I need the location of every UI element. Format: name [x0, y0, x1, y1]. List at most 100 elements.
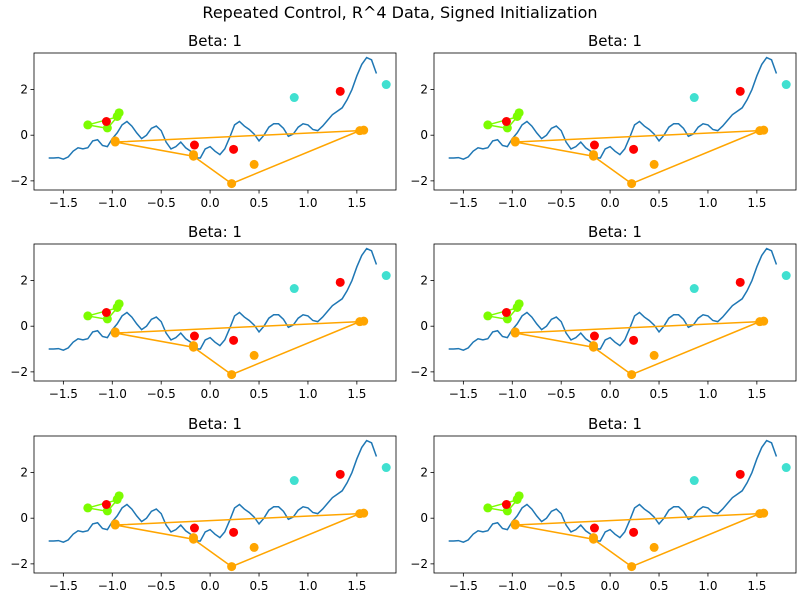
x-tick-label: 0.5: [649, 196, 668, 210]
x-tick-label: 0.0: [601, 196, 620, 210]
x-tick-label: 0.0: [201, 579, 220, 593]
red-point: [589, 140, 599, 150]
orange-path-line: [115, 512, 361, 568]
cyan-point: [381, 271, 391, 281]
x-tick-label: 1.5: [347, 387, 366, 401]
x-tick-label: 1.5: [347, 196, 366, 210]
red-point: [735, 277, 745, 287]
x-tick-label: 0.0: [601, 579, 620, 593]
x-tick-label: −1.0: [498, 387, 527, 401]
green-point: [112, 302, 122, 312]
axes-frame: [33, 435, 397, 574]
y-tick-label: −2: [10, 365, 28, 379]
x-tick-label: −1.0: [498, 196, 527, 210]
x-tick-label: 0.0: [201, 196, 220, 210]
x-tick-label: 1.5: [347, 579, 366, 593]
y-tick-label: 0: [420, 128, 428, 142]
figure-suptitle: Repeated Control, R^4 Data, Signed Initi…: [202, 3, 597, 22]
cyan-point: [781, 463, 791, 473]
orange-point: [627, 562, 637, 572]
x-tick-label: −0.5: [147, 196, 176, 210]
axes-frame: [433, 435, 797, 574]
axes-frame: [33, 52, 397, 191]
orange-point: [588, 533, 598, 543]
orange-point: [110, 519, 120, 529]
curve-line: [48, 439, 378, 543]
red-point: [101, 500, 111, 509]
x-tick-label: −1.5: [449, 196, 478, 210]
red-point: [735, 469, 745, 479]
curve-line: [48, 56, 378, 160]
y-tick-label: 2: [420, 83, 428, 97]
orange-path-line: [115, 320, 361, 376]
x-tick-label: 1.0: [698, 579, 717, 593]
y-tick-label: −2: [10, 557, 28, 571]
subplot-title: Beta: 1: [188, 32, 242, 50]
subplot-grid: Beta: 1 −1.5 −1.0 −0.5 0.0 0.5 1.0 1.5 −2 0 2 Beta:…: [10, 32, 797, 593]
cyan-point: [289, 284, 299, 294]
subplot-title: Beta: 1: [588, 415, 642, 433]
subplot-title: Beta: 1: [188, 415, 242, 433]
x-tick-label: 1.0: [698, 196, 717, 210]
cyan-point: [689, 93, 699, 103]
orange-point: [110, 327, 120, 337]
red-point: [589, 523, 599, 533]
axes-frame: [433, 243, 797, 382]
red-point: [335, 469, 345, 479]
red-point: [629, 527, 639, 537]
green-point: [112, 494, 122, 504]
y-tick-label: −2: [410, 557, 428, 571]
red-point: [189, 331, 199, 341]
x-tick-label: −0.5: [547, 387, 576, 401]
green-point: [512, 302, 522, 312]
orange-point: [188, 150, 198, 160]
plot-area: [448, 439, 791, 572]
y-tick-label: −2: [410, 174, 428, 188]
orange-point: [510, 136, 520, 146]
x-tick-label: 1.0: [298, 387, 317, 401]
plot-area: [448, 247, 791, 380]
subplot-1: Beta: 1 −1.5 −1.0 −0.5 0.0 0.5 1.0 1.5 −2 0 2: [10, 32, 397, 210]
orange-point: [510, 519, 520, 529]
orange-point: [227, 370, 237, 380]
orange-point: [110, 136, 120, 146]
orange-point: [359, 125, 369, 135]
x-tick-label: −1.0: [98, 579, 127, 593]
subplot-3: Beta: 1 −1.5 −1.0 −0.5 0.0 0.5 1.0 1.5 −2 0 2: [10, 223, 397, 401]
cyan-point: [289, 476, 299, 486]
orange-path-line: [515, 129, 761, 185]
plot-area: [48, 439, 391, 572]
y-tick-label: 0: [420, 511, 428, 525]
x-tick-label: 0.0: [201, 387, 220, 401]
green-point: [483, 311, 493, 321]
orange-point: [227, 562, 237, 572]
orange-path-line: [515, 512, 761, 568]
y-tick-label: 0: [20, 511, 28, 525]
green-point: [483, 120, 493, 130]
cyan-point: [781, 80, 791, 90]
cyan-point: [781, 271, 791, 281]
x-tick-label: −0.5: [547, 579, 576, 593]
orange-point: [249, 542, 259, 552]
subplot-4: Beta: 1 −1.5 −1.0 −0.5 0.0 0.5 1.0 1.5 −2 0 2: [410, 223, 797, 401]
x-tick-label: 1.0: [298, 579, 317, 593]
x-tick-label: 1.5: [747, 387, 766, 401]
x-tick-label: 1.5: [747, 579, 766, 593]
red-point: [229, 144, 239, 154]
subplot-6: Beta: 1 −1.5 −1.0 −0.5 0.0 0.5 1.0 1.5 −2 0 2: [410, 415, 797, 593]
subplot-title: Beta: 1: [588, 223, 642, 241]
orange-point: [188, 533, 198, 543]
orange-point: [649, 350, 659, 360]
orange-point: [627, 179, 637, 189]
red-point: [101, 308, 111, 317]
cyan-point: [689, 476, 699, 486]
axes-frame: [33, 243, 397, 382]
y-tick-label: 0: [20, 319, 28, 333]
orange-path-line: [115, 129, 361, 185]
x-tick-label: −1.0: [98, 387, 127, 401]
subplot-title: Beta: 1: [188, 223, 242, 241]
orange-point: [588, 341, 598, 351]
orange-point: [759, 125, 769, 135]
red-point: [735, 86, 745, 96]
x-tick-label: −0.5: [147, 387, 176, 401]
